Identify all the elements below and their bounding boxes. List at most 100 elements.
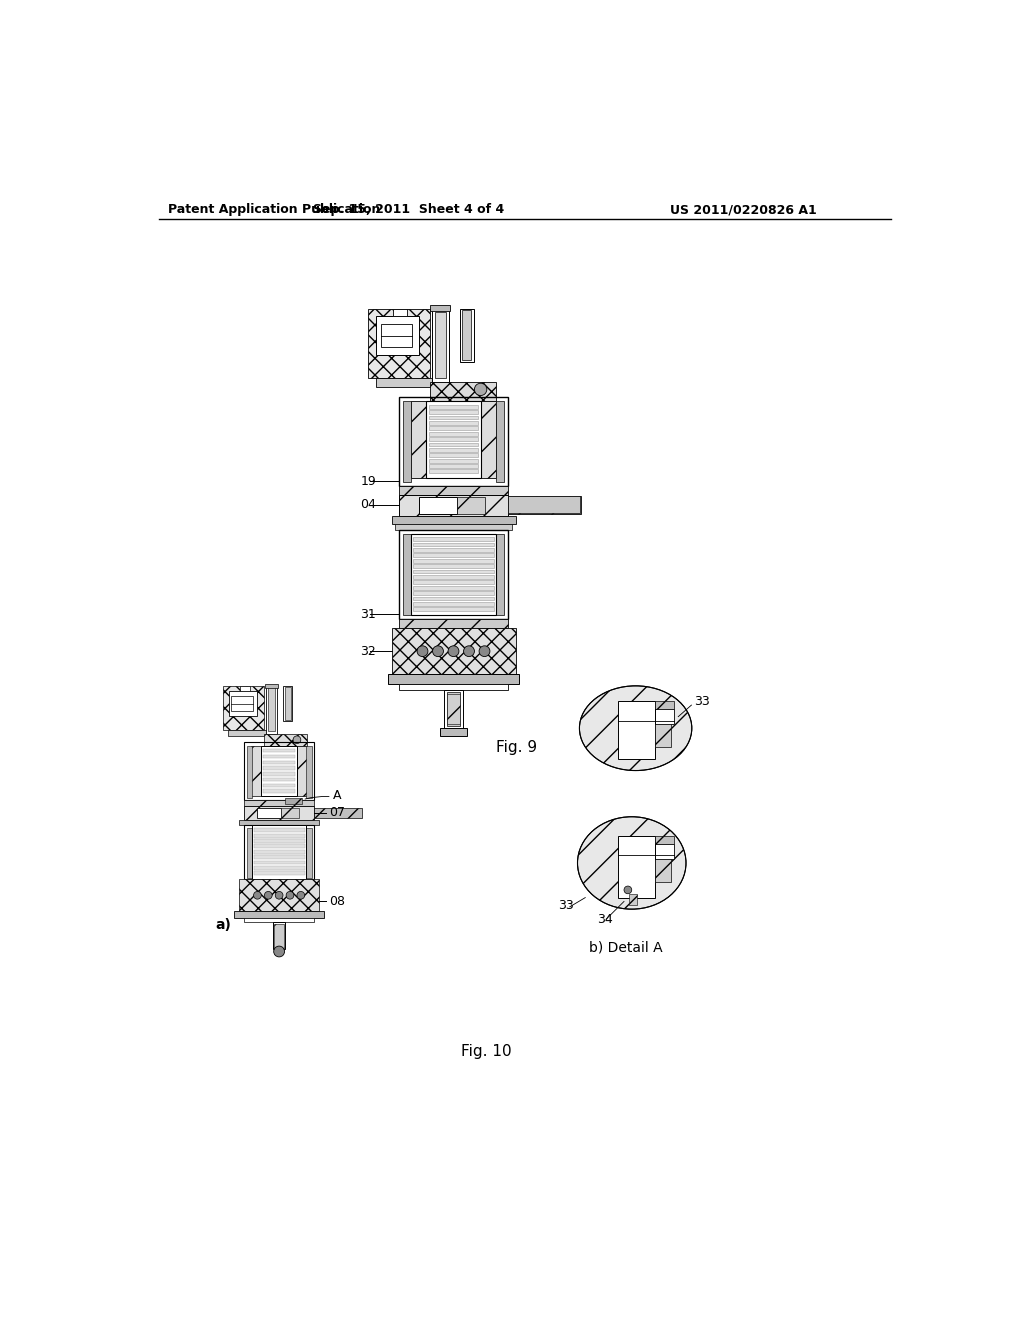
Circle shape (417, 645, 428, 656)
Bar (414, 586, 494, 590)
Bar (414, 597, 494, 601)
Bar (429, 465, 478, 469)
Bar (376, 378, 438, 387)
Circle shape (286, 891, 294, 899)
Bar (655, 701, 675, 709)
Bar (426, 401, 480, 478)
Bar (263, 777, 295, 781)
Bar (381, 323, 413, 347)
Bar (245, 825, 314, 879)
Bar (273, 923, 286, 949)
Bar (254, 845, 305, 849)
Bar (655, 859, 671, 882)
Circle shape (624, 886, 632, 894)
Bar (391, 516, 515, 524)
Bar (231, 696, 253, 711)
Bar (251, 746, 261, 796)
Bar (430, 381, 496, 401)
Bar (263, 755, 295, 758)
Bar (254, 855, 305, 859)
Text: 08: 08 (330, 895, 345, 908)
Bar (630, 894, 637, 906)
Bar (245, 807, 314, 820)
Bar (429, 470, 478, 474)
Bar (414, 537, 494, 541)
Bar (234, 911, 324, 917)
Circle shape (254, 891, 261, 899)
Bar (399, 397, 508, 486)
Text: Fig. 9: Fig. 9 (496, 741, 538, 755)
Bar (432, 309, 449, 381)
Ellipse shape (580, 686, 692, 771)
Bar (429, 437, 478, 441)
Bar (414, 553, 494, 557)
Bar (655, 725, 671, 747)
Bar (429, 405, 478, 409)
Bar (247, 746, 252, 799)
Bar (228, 692, 257, 715)
Circle shape (275, 891, 283, 899)
Bar (508, 496, 580, 513)
Bar (403, 535, 411, 615)
Bar (419, 498, 458, 515)
Bar (447, 693, 460, 725)
Bar (306, 746, 311, 799)
Bar (245, 742, 314, 800)
Text: A: A (334, 789, 342, 803)
Bar (263, 772, 295, 776)
Bar (241, 686, 250, 692)
Bar (462, 310, 471, 360)
Bar (399, 531, 508, 619)
Bar (245, 917, 314, 923)
Bar (282, 808, 299, 818)
Bar (261, 746, 297, 796)
Bar (414, 558, 494, 562)
Circle shape (297, 891, 305, 899)
Circle shape (474, 383, 486, 396)
Bar (429, 459, 478, 462)
Bar (435, 313, 445, 378)
Bar (263, 748, 295, 752)
Bar (247, 828, 252, 878)
Bar (388, 675, 519, 684)
Bar (228, 730, 268, 737)
Bar (274, 924, 284, 948)
Bar (496, 401, 504, 482)
Bar (376, 317, 419, 355)
Bar (239, 820, 319, 825)
Bar (429, 432, 478, 436)
Bar (447, 692, 460, 726)
Bar (414, 548, 494, 552)
Bar (399, 486, 508, 495)
Bar (263, 767, 295, 770)
Bar (314, 808, 362, 818)
Bar (257, 808, 282, 818)
Bar (403, 401, 411, 482)
Text: Sep. 15, 2011  Sheet 4 of 4: Sep. 15, 2011 Sheet 4 of 4 (313, 203, 504, 216)
Bar (414, 576, 494, 578)
Bar (393, 309, 407, 317)
Bar (460, 309, 474, 363)
Bar (429, 442, 478, 446)
Text: US 2011/0220826 A1: US 2011/0220826 A1 (671, 203, 817, 216)
Bar (395, 524, 512, 531)
Bar (411, 535, 496, 615)
Bar (508, 496, 582, 515)
Text: Patent Application Publication: Patent Application Publication (168, 203, 381, 216)
Circle shape (293, 737, 301, 743)
Bar (429, 426, 478, 430)
Bar (458, 498, 484, 515)
Bar (254, 829, 305, 832)
Circle shape (449, 645, 459, 656)
Bar (414, 602, 494, 606)
Text: 33: 33 (558, 899, 573, 912)
Bar (263, 789, 295, 793)
Bar (254, 861, 305, 865)
Circle shape (479, 645, 489, 656)
Circle shape (432, 645, 443, 656)
Bar (429, 447, 478, 451)
Bar (411, 401, 426, 478)
Bar (655, 843, 675, 859)
Bar (254, 840, 305, 843)
Bar (254, 834, 305, 838)
